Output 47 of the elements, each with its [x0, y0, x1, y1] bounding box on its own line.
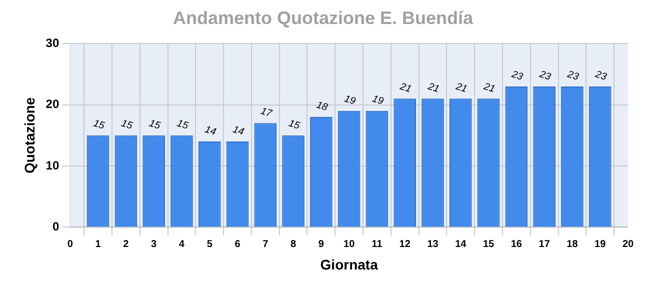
y-tick-label: 10 [46, 158, 60, 172]
x-tick-label: 2 [123, 238, 130, 250]
x-tick-label: 6 [234, 238, 241, 250]
data-label: 15 [120, 118, 134, 132]
data-label: 23 [592, 68, 608, 84]
data-label: 21 [426, 81, 440, 96]
x-tick-label: 5 [206, 238, 213, 250]
data-label: 14 [231, 124, 246, 138]
y-tick-label: 0 [52, 220, 60, 234]
y-tick-label: 30 [46, 36, 60, 50]
data-label: 18 [314, 100, 330, 114]
x-tick-label: 14 [455, 238, 467, 250]
data-label: 15 [287, 118, 302, 132]
x-tick-label: 13 [427, 238, 439, 250]
chart-title: Andamento Quotazione E. Buendía [172, 8, 474, 28]
data-label: 14 [203, 124, 218, 138]
x-tick-label: 8 [290, 238, 297, 250]
y-tick-label: 20 [46, 97, 60, 112]
x-tick-label: 4 [178, 238, 185, 250]
x-tick-label: 7 [262, 238, 269, 250]
data-label: 19 [370, 94, 386, 108]
data-label: 21 [453, 81, 468, 96]
data-label: 19 [342, 94, 358, 108]
data-label: 23 [537, 68, 552, 84]
data-label: 15 [148, 118, 162, 132]
x-tick-label: 17 [538, 238, 550, 250]
x-tick-label: 9 [318, 238, 324, 250]
data-label: 15 [92, 118, 106, 132]
x-tick-label: 0 [67, 238, 74, 250]
data-label: 15 [176, 118, 190, 132]
x-tick-label: 11 [372, 238, 383, 250]
x-tick-label: 1 [95, 238, 102, 250]
x-tick-label: 18 [566, 238, 578, 250]
y-axis-title: Quotazione [21, 97, 38, 174]
x-tick-label: 10 [344, 238, 356, 250]
data-label: 23 [509, 68, 525, 84]
x-tick-label: 15 [482, 238, 495, 250]
data-label: 17 [259, 106, 274, 120]
x-axis-title: Giornata [320, 256, 378, 272]
data-label: 21 [481, 81, 496, 96]
x-tick-label: 3 [151, 238, 158, 250]
x-tick-label: 12 [399, 238, 411, 250]
x-tick-label: 20 [622, 238, 634, 250]
x-tick-label: 19 [594, 238, 606, 250]
x-tick-label: 16 [510, 238, 522, 250]
data-label: 23 [565, 68, 580, 84]
data-label: 21 [398, 81, 413, 96]
